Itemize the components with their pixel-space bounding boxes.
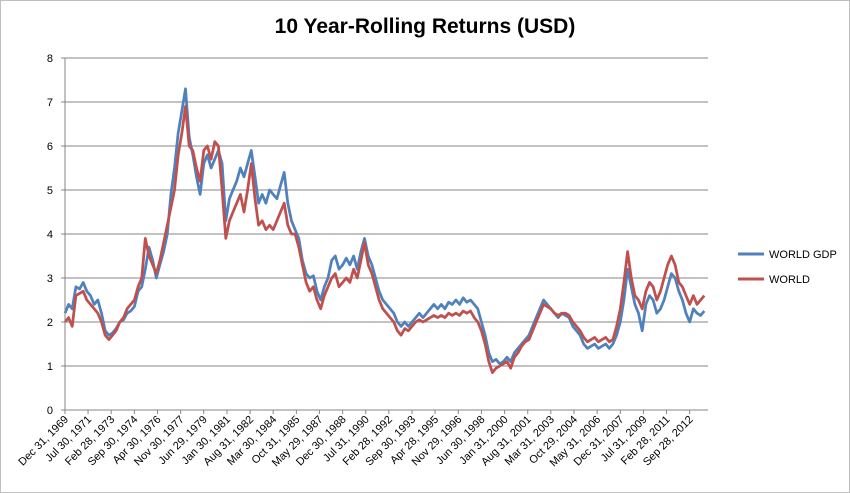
y-axis-ticks: 0 1 2 3 4 5 6 7 8 [47,53,65,417]
series-line-world [63,105,706,374]
y-tick-label: 2 [47,317,53,329]
axes [64,58,708,411]
y-tick-label: 4 [47,229,53,241]
y-tick-label: 3 [47,273,53,285]
y-tick-label: 5 [47,185,53,197]
series-lines [63,87,706,374]
chart-title: 10 Year-Rolling Returns (USD) [274,15,576,38]
series-line-world-gdp [63,87,706,366]
legend: WORLD GDP WORLD [738,249,837,286]
gridlines [65,57,708,367]
y-tick-label: 1 [47,361,53,373]
legend-label-world-gdp: WORLD GDP [769,249,837,261]
y-tick-label: 8 [47,53,53,65]
legend-label-world: WORLD [769,274,810,286]
y-tick-label: 7 [47,97,53,109]
y-tick-label: 0 [47,405,53,417]
y-tick-label: 6 [47,141,53,153]
